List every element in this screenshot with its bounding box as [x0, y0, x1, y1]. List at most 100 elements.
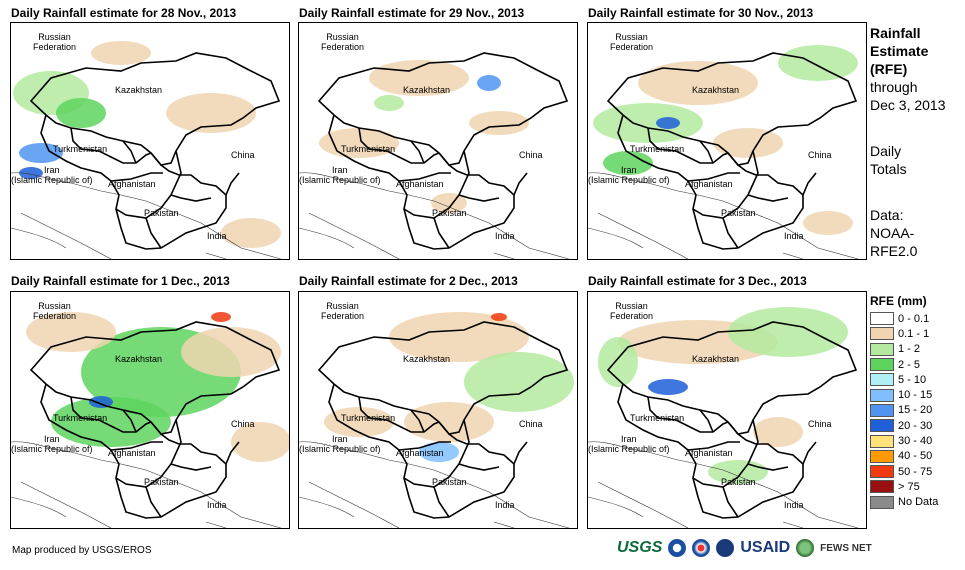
- sidebar-daily: Daily: [870, 143, 902, 159]
- rain-patch: [404, 402, 494, 442]
- label-iran: Iran (Islamic Republic of): [588, 165, 670, 185]
- sidebar-title-2: Estimate: [870, 43, 929, 59]
- panel-title-5: Daily Rainfall estimate for 2 Dec., 2013: [299, 274, 518, 288]
- nws-logo-icon: [692, 539, 711, 557]
- label-pakistan: Pakistan: [432, 208, 467, 218]
- legend-swatch: [870, 388, 894, 402]
- legend-label: 5 - 10: [898, 373, 927, 386]
- legend-label: 10 - 15: [898, 389, 933, 402]
- sidebar-title-3: (RFE): [870, 61, 908, 77]
- legend-row: 15 - 20: [870, 403, 938, 418]
- legend-label: 0.1 - 1: [898, 327, 930, 340]
- legend-row: 50 - 75: [870, 464, 938, 479]
- map-panel-3: Russian Federation Kazakhstan Turkmenista…: [587, 22, 867, 260]
- label-india: India: [784, 500, 804, 510]
- label-russia: Russian Federation: [321, 301, 364, 321]
- panel-title-1: Daily Rainfall estimate for 28 Nov., 201…: [11, 6, 237, 20]
- legend-row: 1 - 2: [870, 342, 938, 357]
- label-russia: Russian Federation: [33, 32, 76, 52]
- rain-patch: [19, 167, 43, 179]
- footer-credit: Map produced by USGS/EROS: [12, 545, 152, 556]
- label-iran: Iran (Islamic Republic of): [588, 434, 670, 454]
- label-india: India: [495, 231, 515, 241]
- label-turkmenistan: Turkmenistan: [630, 413, 685, 423]
- rainfall-overlay: [324, 312, 574, 462]
- legend-title: RFE (mm): [870, 294, 927, 308]
- rain-patch: [778, 45, 858, 81]
- map-panel-6: Russian Federation Kazakhstan Turkmenista…: [587, 291, 867, 529]
- label-iran-2: (Islamic Republic of): [11, 444, 93, 454]
- label-iran-2: (Islamic Republic of): [588, 175, 670, 185]
- legend-row: No Data: [870, 495, 938, 510]
- legend-row: 0.1 - 1: [870, 326, 938, 341]
- label-iran-1: Iran: [44, 434, 60, 444]
- map-svg: [588, 45, 859, 259]
- label-kazakhstan: Kazakhstan: [115, 354, 163, 364]
- label-russia: Russian Federation: [321, 32, 364, 52]
- legend-row: 20 - 30: [870, 418, 938, 433]
- label-kazakhstan: Kazakhstan: [692, 85, 740, 95]
- legend-row: 30 - 40: [870, 433, 938, 448]
- label-iran-2: (Islamic Republic of): [588, 444, 670, 454]
- rainfall-overlay: [13, 41, 281, 248]
- legend-swatch: [870, 495, 894, 509]
- sidebar-data-label: Data:: [870, 207, 904, 223]
- map-panel-5: Russian Federation Kazakhstan Turkmenista…: [298, 291, 578, 529]
- legend: RFE (mm) 0 - 0.1 0.1 - 1 1 - 2 2 - 5 5 - 10 1…: [870, 294, 938, 510]
- legend-swatch: [870, 419, 894, 433]
- sidebar-data-source-1: NOAA-: [870, 225, 915, 241]
- label-india: India: [207, 231, 227, 241]
- label-kazakhstan: Kazakhstan: [403, 354, 451, 364]
- label-russia-2: Federation: [33, 311, 77, 321]
- label-afghanistan: Afghanistan: [396, 179, 444, 189]
- rain-patch: [211, 312, 231, 322]
- sidebar-info: Rainfall Estimate (RFE) through Dec 3, 2…: [870, 24, 946, 260]
- label-afghanistan: Afghanistan: [108, 179, 156, 189]
- label-pakistan: Pakistan: [432, 477, 467, 487]
- legend-swatch: [870, 373, 894, 387]
- legend-label: No Data: [898, 496, 939, 509]
- label-iran-2: (Islamic Republic of): [11, 175, 93, 185]
- noaa-logo-icon: [668, 539, 687, 557]
- country-borders: [299, 172, 570, 259]
- sidebar-date: Dec 3, 2013: [870, 97, 946, 113]
- legend-label: 15 - 20: [898, 404, 933, 417]
- label-kazakhstan: Kazakhstan: [692, 354, 740, 364]
- country-borders: [299, 441, 570, 528]
- usgs-logo: USGS: [617, 539, 663, 556]
- legend-rows: 0 - 0.1 0.1 - 1 1 - 2 2 - 5 5 - 10 10 - 15 15 …: [870, 311, 938, 510]
- label-russia-1: Russian: [615, 32, 648, 42]
- region-outline: [29, 321, 281, 519]
- legend-swatch: [870, 342, 894, 356]
- label-turkmenistan: Turkmenistan: [341, 413, 396, 423]
- country-borders: [11, 441, 282, 528]
- rain-patch: [389, 312, 529, 362]
- rain-patch: [469, 111, 529, 135]
- label-iran: Iran (Islamic Republic of): [299, 434, 381, 454]
- region-outline: [317, 52, 569, 250]
- map-svg: [588, 307, 859, 528]
- label-iran-2: (Islamic Republic of): [299, 444, 381, 454]
- rain-patch: [638, 61, 758, 105]
- rain-patch: [603, 151, 653, 175]
- legend-row: 2 - 5: [870, 357, 938, 372]
- label-india: India: [784, 231, 804, 241]
- legend-row: 40 - 50: [870, 449, 938, 464]
- label-russia-2: Federation: [321, 311, 365, 321]
- legend-label: 20 - 30: [898, 419, 933, 432]
- country-borders: [588, 172, 859, 259]
- legend-row: 10 - 15: [870, 387, 938, 402]
- rain-patch: [181, 327, 281, 377]
- label-russia-2: Federation: [610, 42, 654, 52]
- label-iran: Iran (Islamic Republic of): [11, 165, 93, 185]
- panel-title-3: Daily Rainfall estimate for 30 Nov., 201…: [588, 6, 814, 20]
- legend-swatch: [870, 403, 894, 417]
- legend-label: 30 - 40: [898, 435, 933, 448]
- usaid-logo: USAID: [740, 539, 791, 556]
- rain-patch: [324, 407, 394, 437]
- region-outline: [29, 52, 281, 250]
- label-pakistan: Pakistan: [144, 477, 179, 487]
- legend-label: 1 - 2: [898, 343, 921, 356]
- sidebar-data-source-2: RFE2.0: [870, 243, 918, 259]
- map-panel-4: Russian Federation Kazakhstan Turkmenista…: [10, 291, 290, 529]
